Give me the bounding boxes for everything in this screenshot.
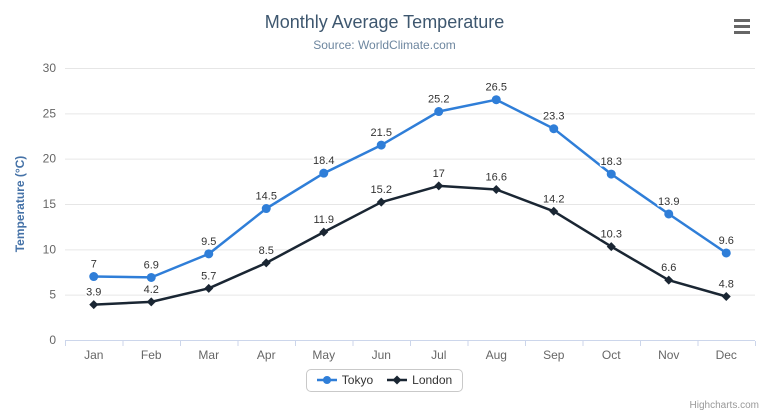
y-axis-label: 20 — [43, 152, 57, 166]
data-label: 7 — [91, 259, 97, 271]
x-axis-label: Jan — [84, 348, 103, 362]
x-axis-label: Nov — [658, 348, 679, 362]
data-label: 4.2 — [144, 284, 159, 296]
data-label: 5.7 — [201, 270, 216, 282]
hamburger-icon — [734, 30, 750, 34]
x-axis-label: Feb — [141, 348, 162, 362]
tokyo-point-marker[interactable] — [204, 249, 214, 259]
tokyo-legend-marker-icon — [316, 376, 337, 384]
data-label: 11.9 — [313, 214, 334, 226]
data-label: 18.4 — [313, 155, 334, 167]
tokyo-point-marker[interactable] — [664, 209, 674, 219]
chart-subtitle: Source: WorldClimate.com — [313, 38, 456, 52]
data-label: 16.6 — [486, 171, 507, 183]
y-axis-label: 5 — [49, 288, 56, 302]
london-point-marker[interactable] — [549, 206, 559, 216]
tokyo-point-marker[interactable] — [491, 95, 501, 105]
x-axis-label: May — [312, 348, 335, 362]
hamburger-icon — [734, 24, 750, 28]
tokyo-point-marker[interactable] — [261, 204, 271, 214]
tokyo-point-marker[interactable] — [721, 248, 731, 258]
data-label: 14.5 — [256, 191, 277, 203]
data-label: 18.3 — [601, 156, 622, 168]
legend-label: Tokyo — [341, 373, 374, 387]
london-point-marker[interactable] — [491, 184, 501, 194]
x-axis-label: Oct — [602, 348, 621, 362]
x-axis-label: Mar — [198, 348, 219, 362]
data-label: 21.5 — [371, 127, 392, 139]
chart-title: Monthly Average Temperature — [264, 12, 505, 32]
credits-link[interactable]: Highcharts.com — [689, 400, 759, 411]
data-label: 13.9 — [658, 196, 679, 208]
london-point-marker[interactable] — [664, 275, 674, 285]
london-point-marker[interactable] — [319, 227, 329, 237]
x-axis-label: Apr — [257, 348, 276, 362]
london-point-marker[interactable] — [376, 197, 386, 207]
london-point-marker[interactable] — [146, 297, 156, 307]
y-axis-label: 0 — [49, 333, 56, 347]
data-label: 10.3 — [601, 229, 622, 241]
data-label: 17 — [433, 168, 445, 180]
london-legend-marker-icon — [387, 375, 408, 385]
data-label: 3.9 — [86, 287, 101, 299]
london-point-marker[interactable] — [721, 291, 731, 301]
y-axis-label: 15 — [43, 197, 57, 211]
x-axis-label: Dec — [716, 348, 737, 362]
legend: Tokyo London — [0, 369, 769, 392]
hamburger-icon — [734, 18, 750, 22]
data-label: 9.6 — [719, 235, 734, 247]
data-label: 15.2 — [371, 184, 392, 196]
data-label: 14.2 — [543, 193, 564, 205]
y-axis-label: 30 — [43, 61, 57, 75]
tokyo-point-marker[interactable] — [376, 140, 386, 150]
legend-label: London — [412, 373, 453, 387]
tokyo-point-marker[interactable] — [146, 272, 156, 282]
tokyo-point-marker[interactable] — [319, 168, 329, 178]
legend-item-london[interactable]: London — [387, 373, 452, 387]
tokyo-point-marker[interactable] — [434, 107, 444, 117]
data-label: 9.5 — [201, 236, 216, 248]
london-point-marker[interactable] — [434, 181, 444, 191]
tokyo-point-marker[interactable] — [89, 272, 99, 282]
x-axis-label: Jul — [431, 348, 446, 362]
data-label: 25.2 — [428, 94, 449, 106]
london-point-marker[interactable] — [204, 283, 214, 293]
y-axis-title: Temperature (°C) — [13, 156, 27, 253]
london-point-marker[interactable] — [89, 300, 99, 310]
chart-context-menu-button[interactable] — [732, 16, 752, 36]
data-label: 6.6 — [661, 262, 676, 274]
data-label: 4.8 — [719, 278, 734, 290]
data-label: 26.5 — [486, 82, 507, 94]
y-axis-label: 10 — [43, 242, 57, 256]
x-axis-label: Sep — [543, 348, 565, 362]
x-axis-label: Aug — [486, 348, 507, 362]
tokyo-series-line — [92, 98, 728, 279]
london-point-marker[interactable] — [606, 242, 616, 252]
data-label: 6.9 — [144, 259, 159, 271]
london-point-marker[interactable] — [261, 258, 271, 268]
y-axis-label: 25 — [43, 106, 57, 120]
data-label: 8.5 — [259, 245, 274, 257]
legend-box: Tokyo London — [305, 369, 464, 392]
tokyo-point-marker[interactable] — [549, 124, 559, 134]
data-label: 23.3 — [543, 111, 564, 123]
legend-item-tokyo[interactable]: Tokyo — [316, 373, 374, 387]
tokyo-point-marker[interactable] — [606, 169, 616, 179]
x-axis-label: Jun — [372, 348, 391, 362]
london-series-line — [92, 184, 728, 306]
